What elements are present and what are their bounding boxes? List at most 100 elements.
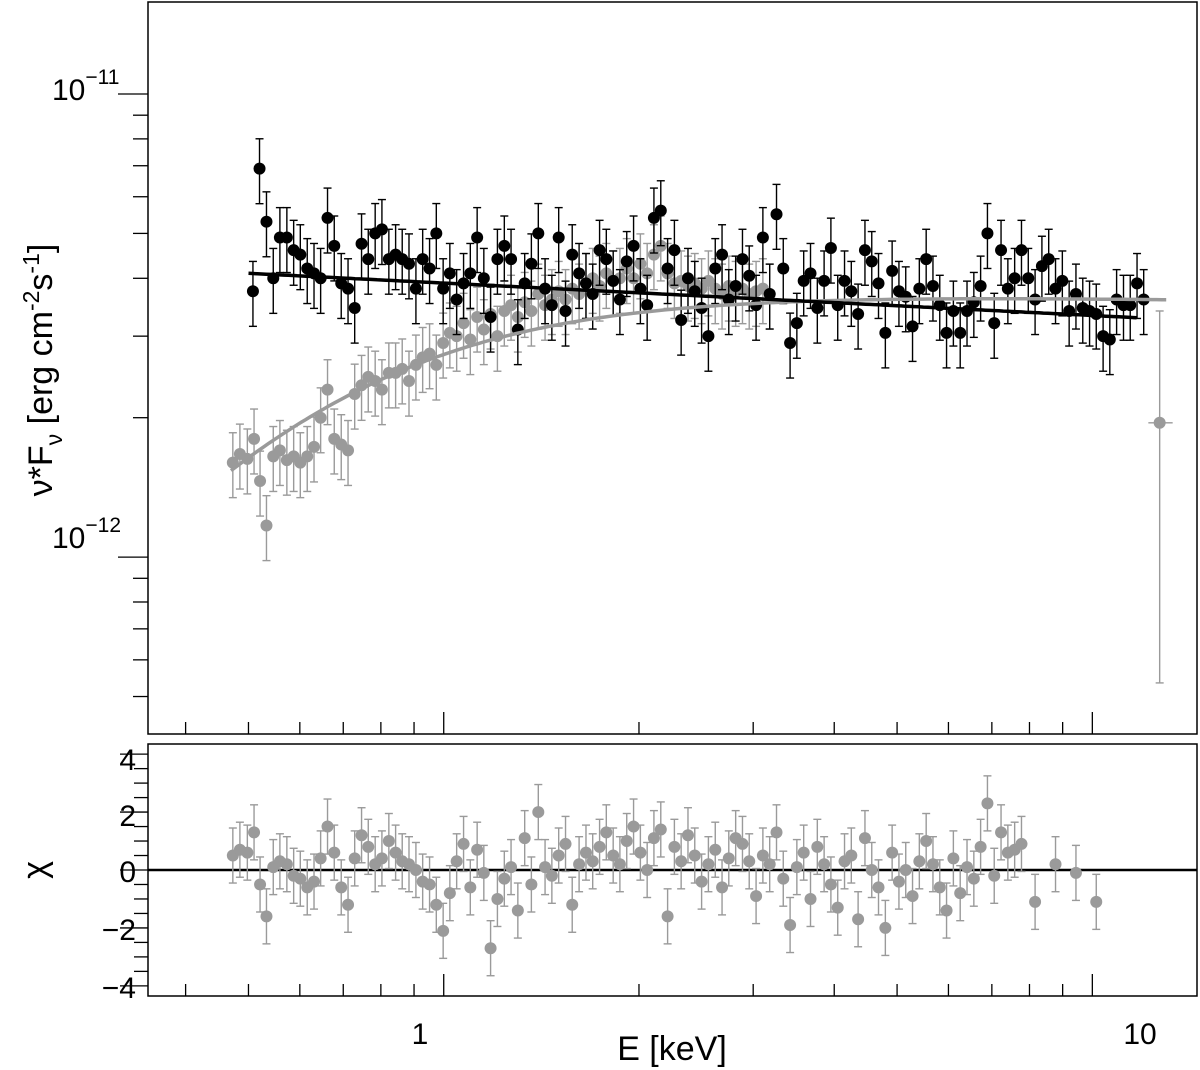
residual-point xyxy=(566,876,579,933)
residual-point xyxy=(627,798,640,855)
spectrum-point xyxy=(498,215,511,282)
spectrum-point xyxy=(566,224,579,291)
residual-x-ticks xyxy=(184,974,1093,996)
residual-point xyxy=(308,853,321,910)
spectrum-point xyxy=(926,255,939,322)
spectrum-point xyxy=(824,217,837,284)
residual-point xyxy=(409,841,422,899)
spectrum-point xyxy=(1056,250,1069,317)
residual-point xyxy=(382,812,395,870)
residual-point xyxy=(988,847,1001,905)
spectrum-point xyxy=(294,432,307,499)
residual-point xyxy=(872,859,885,916)
residual-point xyxy=(389,824,402,881)
residual-point xyxy=(579,824,592,881)
residual-point xyxy=(348,830,361,887)
residual-point xyxy=(770,804,783,861)
spectrum-point xyxy=(321,359,334,426)
residual-point xyxy=(716,859,729,916)
residual-point xyxy=(709,821,722,878)
spectrum-point xyxy=(627,215,640,282)
residual-point xyxy=(661,888,674,945)
residual-data-points xyxy=(226,775,1103,977)
grey-model-curve xyxy=(229,297,1167,473)
residual-point xyxy=(641,841,654,899)
residual-tick-label-neg2: −2 xyxy=(102,914,136,947)
x-tick-label-10: 10 xyxy=(1123,1018,1156,1051)
residual-y-ticks xyxy=(120,753,148,987)
residual-point xyxy=(457,815,470,873)
spectrum-point xyxy=(716,224,729,291)
residual-point xyxy=(784,896,797,954)
spectrum-point xyxy=(430,334,443,401)
residual-point xyxy=(620,812,633,870)
residual-point xyxy=(254,856,267,913)
residual-point xyxy=(437,902,450,960)
residual-point xyxy=(634,824,647,881)
residual-point xyxy=(831,879,844,936)
residual-point xyxy=(505,838,518,896)
residual-point xyxy=(375,830,388,887)
residual-point xyxy=(355,807,368,864)
spectrum-panel: 10−11 10−12 ν*Fν [erg cm-2s-1] xyxy=(18,1,1198,735)
residual-point xyxy=(396,833,409,890)
spectrum-point xyxy=(770,183,783,251)
spectrum-point xyxy=(254,450,267,517)
spectrum-point xyxy=(464,242,477,310)
spectrum-point xyxy=(940,302,953,369)
residual-point xyxy=(995,804,1008,861)
spectrum-point xyxy=(858,219,871,286)
residual-point xyxy=(1069,844,1082,902)
spectrum-point xyxy=(273,419,286,487)
spectrum-point xyxy=(675,289,688,356)
residual-point xyxy=(342,876,355,933)
spectrum-point xyxy=(777,237,790,305)
residual-point xyxy=(464,859,477,916)
spectrum-point xyxy=(620,230,633,298)
residual-point xyxy=(1008,821,1021,878)
residual-point xyxy=(797,824,810,881)
spectrum-point xyxy=(423,237,436,305)
residual-point xyxy=(954,864,967,922)
spectrum-point xyxy=(437,258,450,325)
residual-point xyxy=(545,847,558,905)
residual-point xyxy=(845,827,858,884)
residual-point xyxy=(852,891,865,948)
residual-point xyxy=(858,809,871,867)
residual-point xyxy=(532,783,545,841)
residual-point xyxy=(913,833,926,890)
spectrum-point xyxy=(545,274,558,341)
spectrum-point xyxy=(267,247,280,315)
spectrum-point xyxy=(1131,252,1144,320)
residual-tick-label-2: 2 xyxy=(119,800,136,833)
residual-tick-label-neg4: −4 xyxy=(102,972,136,1005)
spectrum-point xyxy=(409,258,422,325)
spectrum-point xyxy=(790,292,803,359)
residual-point xyxy=(607,827,620,884)
residual-point xyxy=(654,801,667,858)
residual-point xyxy=(892,853,905,910)
spectrum-point xyxy=(382,228,395,295)
spectrum-point xyxy=(1103,308,1116,376)
spectrum-point xyxy=(709,237,722,305)
residual-point xyxy=(920,812,933,870)
spectrum-point xyxy=(722,268,735,336)
spectrum-point xyxy=(818,250,831,317)
spectrum-point xyxy=(838,250,851,317)
spectrum-point xyxy=(811,277,824,344)
spectrum-point xyxy=(865,230,878,298)
residual-point xyxy=(450,833,463,890)
spectrum-point xyxy=(253,138,266,205)
spectrum-point xyxy=(981,202,994,270)
residual-point xyxy=(804,870,817,928)
residual-point xyxy=(736,815,749,873)
residual-point xyxy=(681,807,694,864)
spectrum-point xyxy=(593,219,606,286)
residual-point xyxy=(750,867,763,925)
spectrum-point xyxy=(872,252,885,320)
residual-point xyxy=(824,856,837,913)
residual-point xyxy=(974,818,987,876)
residual-panel: 4 2 0 −2 −4 χ 1 10 E [keV] xyxy=(16,743,1198,1068)
y-tick-label-1e-11: 10−11 xyxy=(52,66,119,107)
